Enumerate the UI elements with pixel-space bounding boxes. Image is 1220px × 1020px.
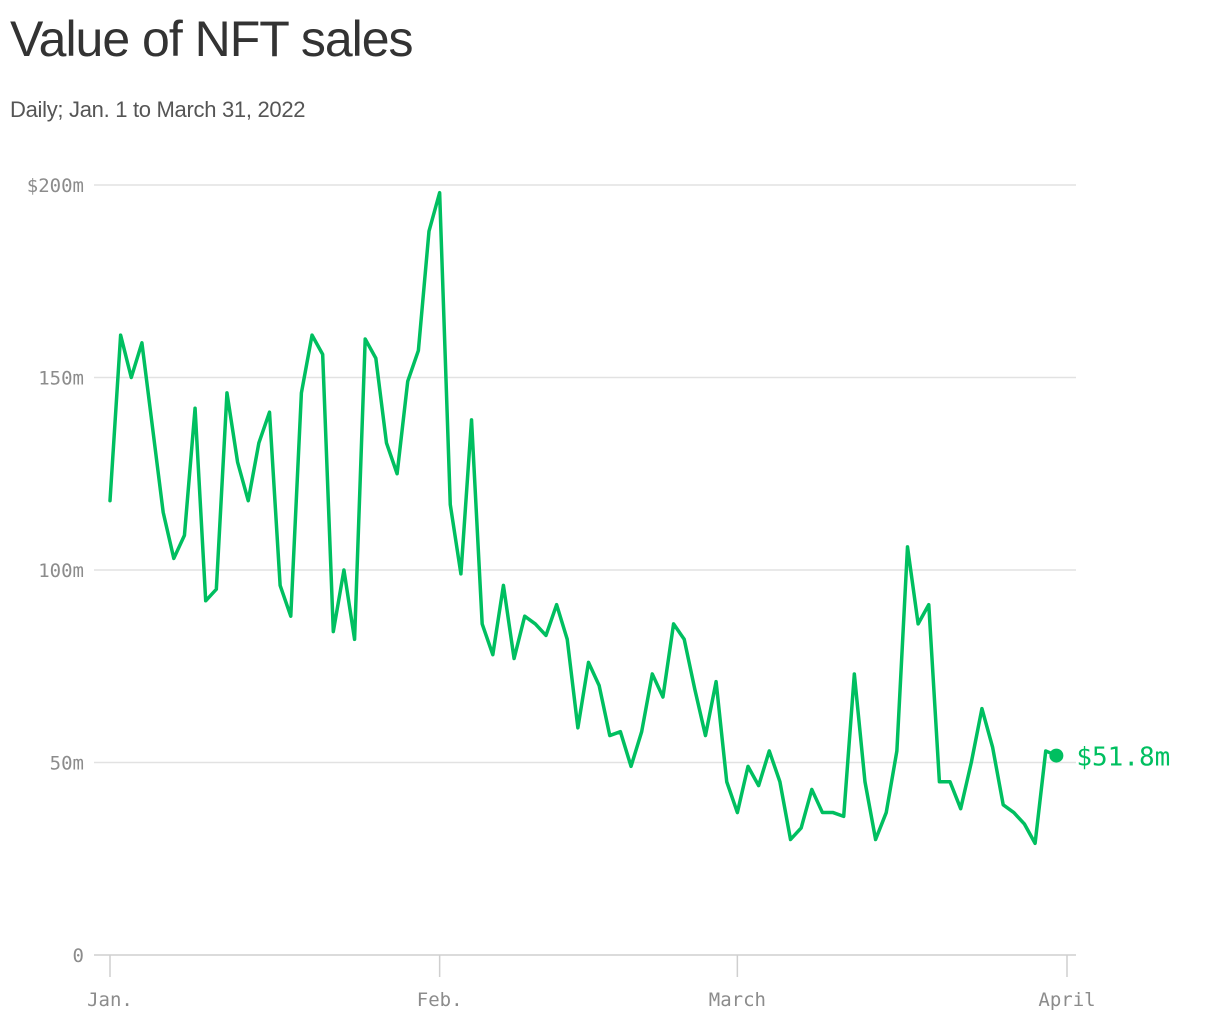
chart-subtitle: Daily; Jan. 1 to March 31, 2022 — [10, 97, 306, 122]
x-axis-ticks: Jan. Feb. March April — [87, 955, 1096, 1011]
y-tick-label-0: 0 — [73, 945, 84, 967]
x-tick-label-3: April — [1038, 989, 1095, 1011]
y-tick-label-50: 50m — [50, 753, 84, 775]
x-tick-label-0: Jan. — [87, 989, 133, 1011]
series-line-0 — [108, 190, 1059, 846]
end-value-label: $51.8m — [1076, 743, 1170, 773]
y-tick-label-100: 100m — [38, 560, 84, 582]
y-tick-label-200: $200m — [27, 175, 84, 197]
y-axis-ticks: 0 50m 100m 150m $200m — [27, 175, 84, 967]
end-marker-layer: $51.8m — [1049, 743, 1170, 773]
series-layer — [108, 190, 1059, 846]
x-tick-label-2: March — [709, 989, 766, 1011]
chart-title: Value of NFT sales — [10, 11, 414, 67]
end-point-marker — [1049, 748, 1064, 763]
y-tick-label-150: 150m — [38, 368, 84, 390]
x-tick-label-1: Feb. — [417, 989, 463, 1011]
gridlines — [94, 184, 1076, 956]
